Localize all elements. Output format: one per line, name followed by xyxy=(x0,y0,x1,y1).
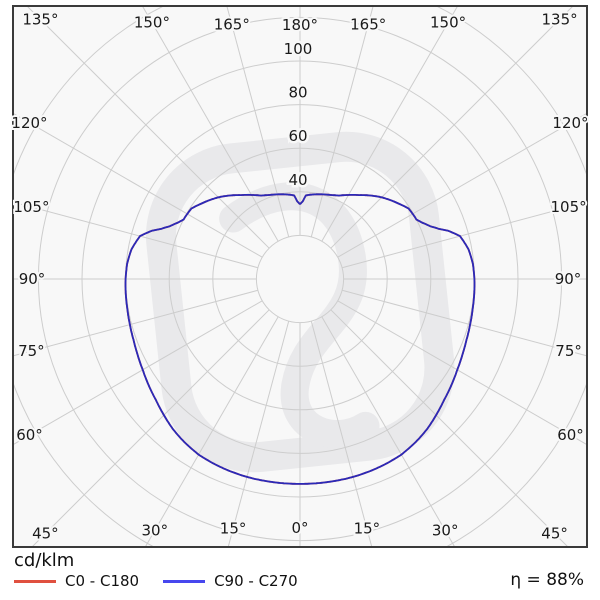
radial-tick-label: 80 xyxy=(288,84,307,102)
angle-tick-label: 30° xyxy=(432,522,459,540)
chart-footer: cd/klm C0 - C180 C90 - C270 η = 88% xyxy=(0,548,600,600)
grid-spoke xyxy=(341,201,588,269)
angle-tick-label: 105° xyxy=(13,198,49,216)
angle-tick-label: 75° xyxy=(18,342,45,360)
plot-border xyxy=(12,5,588,548)
angle-tick-label: 90° xyxy=(19,270,46,288)
radial-tick-label: 100 xyxy=(284,40,313,58)
angle-tick-label: 60° xyxy=(557,426,584,444)
grid-spoke xyxy=(12,201,259,269)
grid-spoke xyxy=(26,5,270,249)
grid-spoke xyxy=(310,5,374,238)
mask-right xyxy=(587,0,600,600)
angle-tick-label: 90° xyxy=(555,270,582,288)
grid-spoke xyxy=(330,5,574,249)
angle-tick-label: 45° xyxy=(541,525,568,543)
grid-spoke xyxy=(144,316,279,548)
legend-item-c0-c180: C0 - C180 xyxy=(14,572,139,590)
angle-tick-label: 135° xyxy=(22,10,58,28)
grid-spoke xyxy=(227,320,290,548)
angle-tick-label: 120° xyxy=(11,114,47,132)
grid-spoke xyxy=(330,309,569,548)
grid-spoke xyxy=(310,320,373,548)
angle-tick-label: 180° xyxy=(282,16,318,34)
radial-tick-label: 40 xyxy=(288,171,307,189)
legend-line-red-icon xyxy=(14,579,56,583)
legend-item-c90-c270: C90 - C270 xyxy=(163,572,298,590)
grid-spoke xyxy=(31,309,270,548)
grid-spoke xyxy=(141,5,279,242)
legend: C0 - C180 C90 - C270 xyxy=(14,572,298,590)
grid-spoke xyxy=(226,5,290,238)
angle-tick-label: 0° xyxy=(291,519,308,537)
unit-label: cd/klm xyxy=(14,550,75,571)
grid-spoke xyxy=(12,112,263,258)
angle-tick-label: 120° xyxy=(552,114,588,132)
legend-label-c90-c270: C90 - C270 xyxy=(214,572,298,590)
angle-tick-label: 135° xyxy=(542,10,578,28)
angle-tick-label: 75° xyxy=(555,342,582,360)
angle-tick-label: 15° xyxy=(354,520,381,538)
angle-tick-label: 60° xyxy=(16,426,43,444)
angle-tick-label: 45° xyxy=(32,525,59,543)
grid-spoke xyxy=(12,289,259,357)
angle-tick-label: 165° xyxy=(214,15,250,33)
mask-top xyxy=(0,0,600,6)
efficiency-value: η = 88% xyxy=(510,570,584,590)
grid-spoke xyxy=(337,112,588,258)
legend-label-c0-c180: C0 - C180 xyxy=(65,572,140,590)
logo-watermark-icon xyxy=(145,131,455,473)
grid-spoke xyxy=(321,5,459,242)
grid-spoke xyxy=(341,289,588,357)
grid-spoke xyxy=(12,300,263,446)
angle-tick-label: 150° xyxy=(430,14,466,32)
angle-tick-label: 30° xyxy=(142,522,169,540)
mask-bottom xyxy=(0,547,600,600)
grid-spoke xyxy=(337,300,588,446)
angle-tick-label: 165° xyxy=(350,15,386,33)
radial-tick-label: 60 xyxy=(288,127,307,145)
angle-tick-label: 105° xyxy=(551,198,587,216)
curve-c90-c270 xyxy=(124,193,476,485)
grid-spoke xyxy=(321,316,456,548)
angle-tick-label: 150° xyxy=(134,14,170,32)
angle-tick-label: 15° xyxy=(220,520,247,538)
legend-line-blue-icon xyxy=(163,579,206,583)
mask-left xyxy=(0,0,13,600)
